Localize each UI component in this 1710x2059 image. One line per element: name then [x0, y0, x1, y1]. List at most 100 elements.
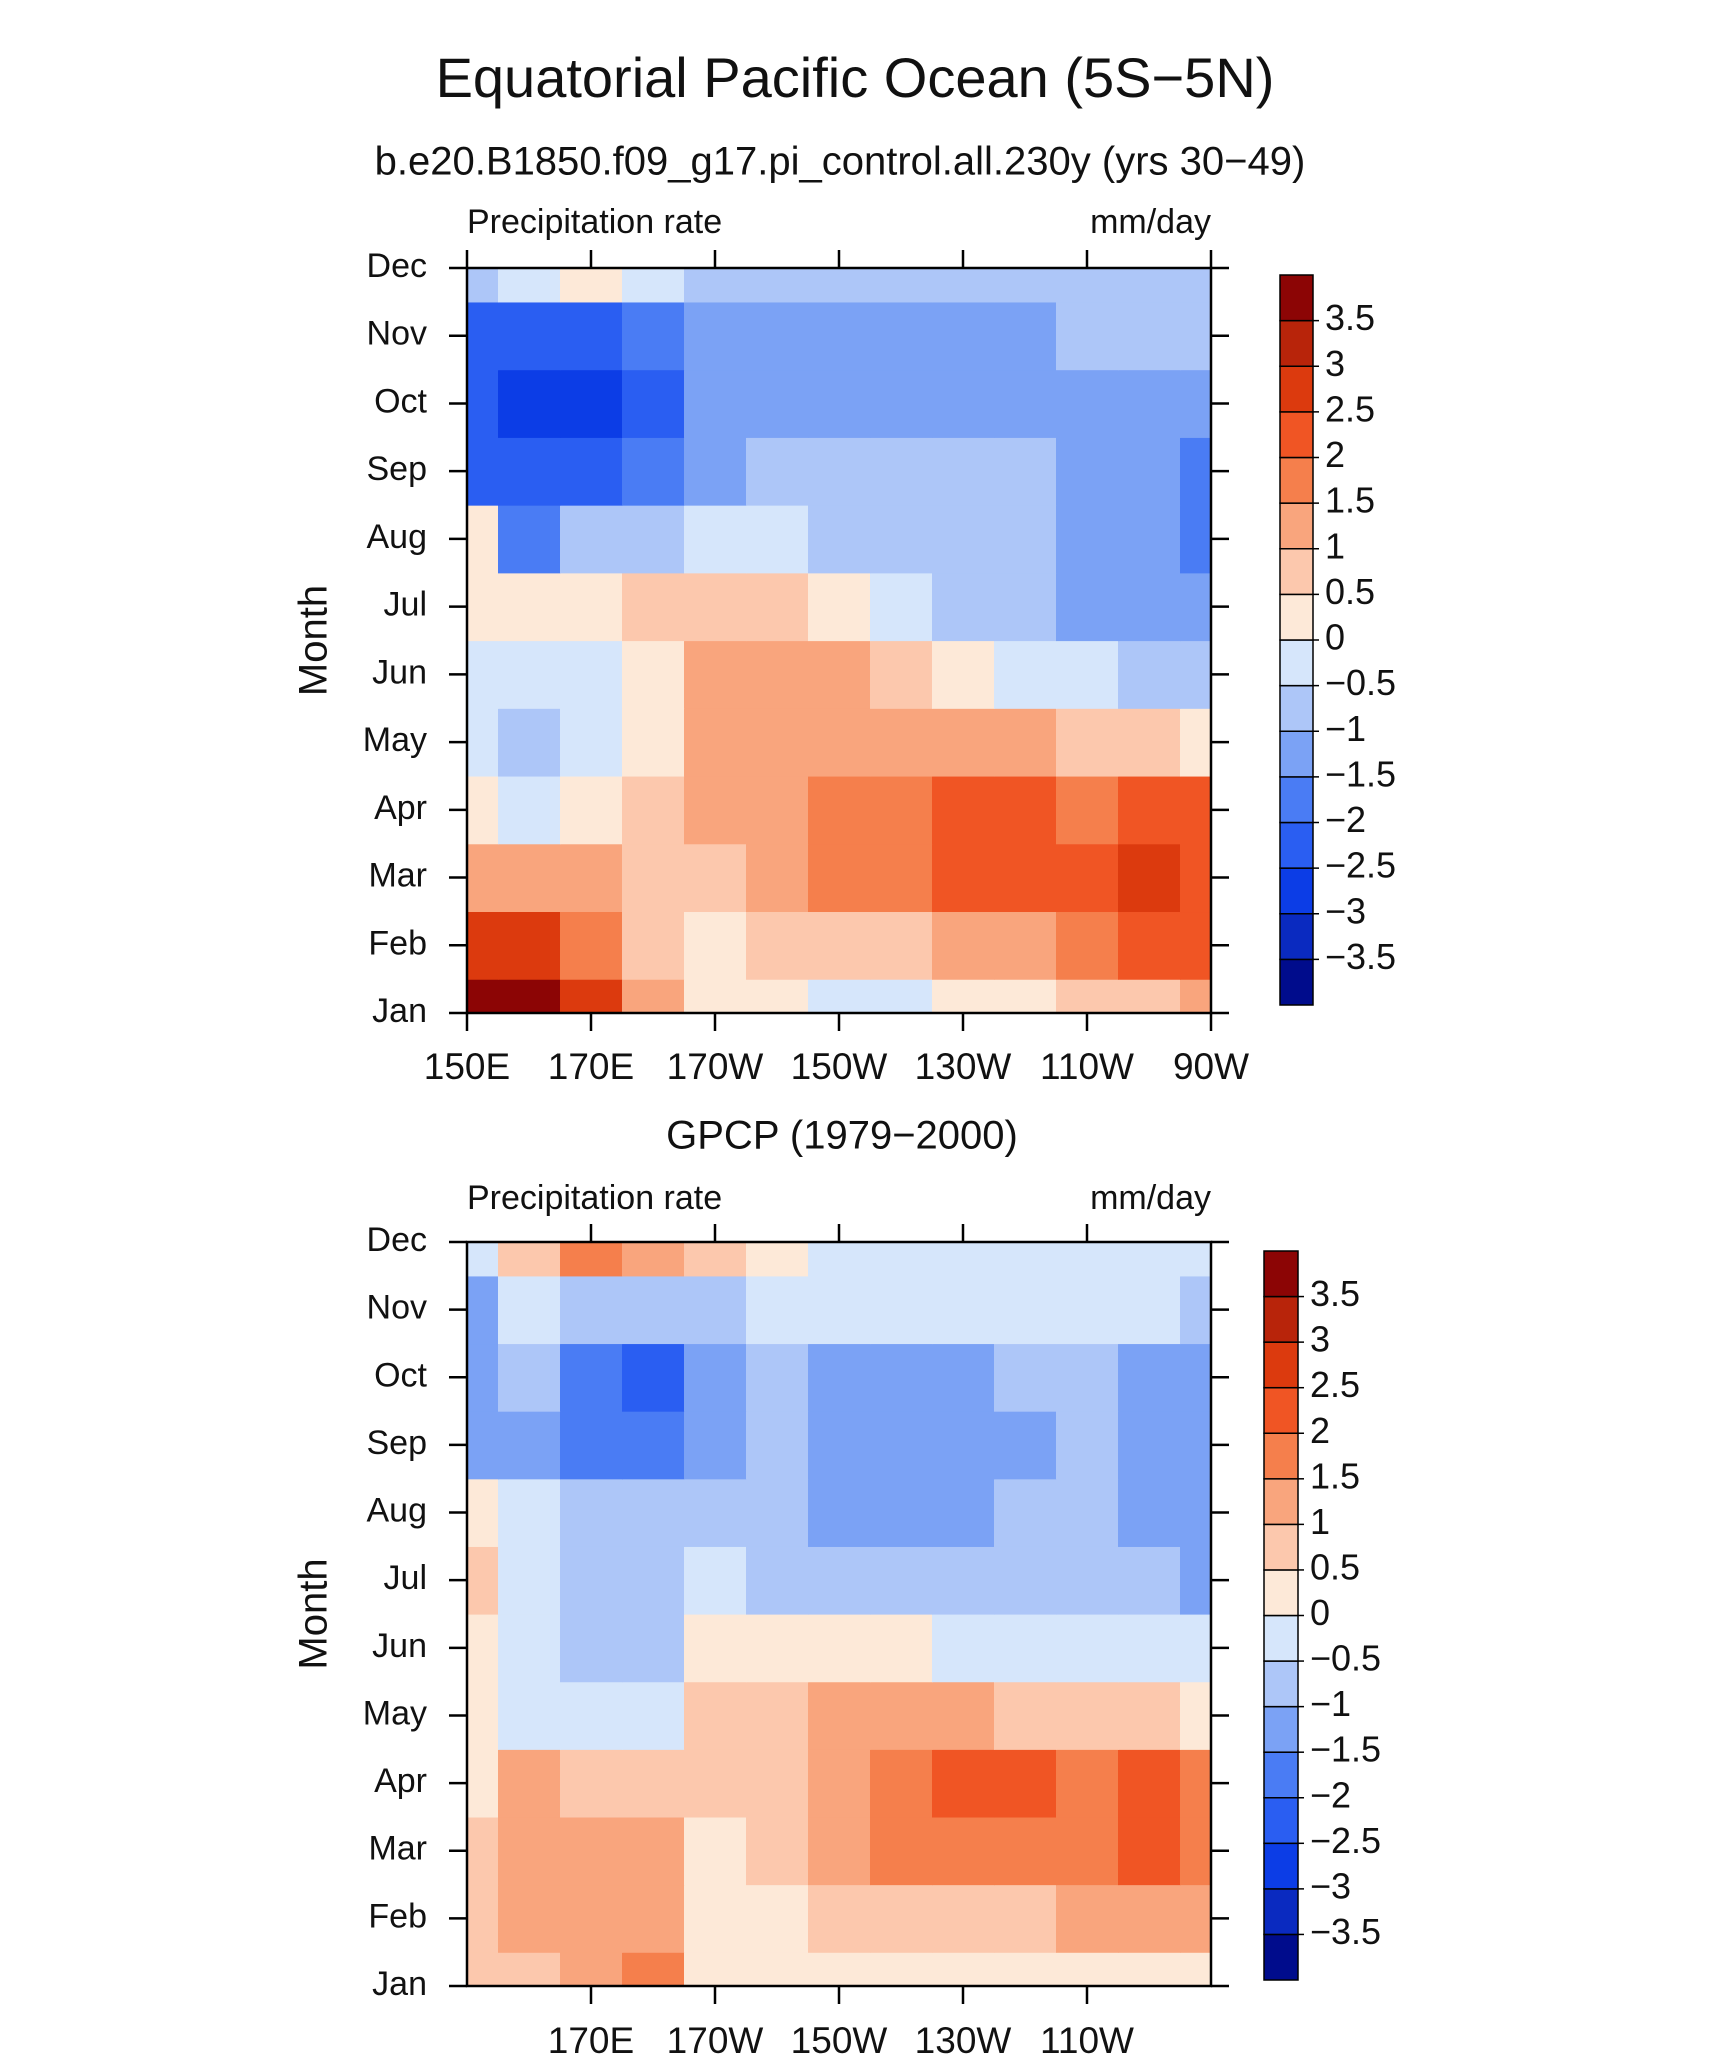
- contour-cell: [932, 1242, 995, 1277]
- colorbar-box: [1279, 456, 1314, 504]
- contour-cell: [622, 369, 685, 438]
- contour-cell: [746, 843, 809, 913]
- colorbar-box: [1263, 1341, 1299, 1389]
- contour-cell: [994, 1275, 1057, 1345]
- contour-cell: [467, 1952, 499, 1987]
- contour-cell: [994, 369, 1057, 438]
- contour-cell: [932, 572, 995, 642]
- contour-cell: [684, 1478, 747, 1547]
- contour-cell: [746, 572, 809, 642]
- contour-cell: [498, 572, 561, 642]
- colorbar-label: −2.5: [1325, 845, 1396, 886]
- contour-cell: [1056, 1681, 1119, 1750]
- contour-cell: [932, 1411, 995, 1480]
- contour-cell: [467, 1343, 499, 1412]
- contour-cell: [498, 1614, 561, 1683]
- colorbar-box: [1263, 1432, 1299, 1480]
- contour-cell: [808, 775, 871, 845]
- contour-cell: [932, 1884, 995, 1953]
- colorbar-box: [1263, 1842, 1299, 1890]
- contour-cell: [498, 640, 561, 709]
- contour-cell: [498, 1343, 561, 1412]
- contour-cell: [1180, 708, 1212, 777]
- contour-cell: [622, 1681, 685, 1750]
- y-tick-label: Dec: [367, 247, 427, 285]
- colorbar-box: [1279, 730, 1314, 778]
- colorbar-box: [1263, 1933, 1299, 1981]
- colorbar-label: −2: [1325, 799, 1366, 840]
- contour-cell: [622, 437, 685, 506]
- contour-cell: [1118, 1614, 1181, 1683]
- contour-cell: [1118, 979, 1181, 1014]
- y-tick-label: Aug: [367, 518, 428, 556]
- contour-cell: [1056, 640, 1119, 709]
- contour-cell: [498, 979, 561, 1014]
- y-tick-label: Apr: [374, 1762, 427, 1800]
- contour-cell: [467, 708, 499, 777]
- colorbar-box: [1263, 1751, 1299, 1799]
- contour-cell: [870, 640, 933, 709]
- contour-cell: [560, 1884, 623, 1953]
- x-tick-label: 110W: [1040, 2020, 1134, 2059]
- contour-cell: [1056, 1749, 1119, 1818]
- right-label: mm/day: [1090, 1179, 1211, 1217]
- contour-cell: [870, 301, 933, 371]
- y-tick-label: Sep: [367, 450, 428, 488]
- colorbar-box: [1263, 1614, 1299, 1662]
- contour-cell: [498, 1546, 561, 1615]
- contour-cell: [1180, 1478, 1212, 1547]
- contour-cell: [1180, 572, 1212, 642]
- y-tick-label: Jun: [372, 1627, 427, 1665]
- contour-cell: [1056, 572, 1119, 642]
- colorbar-box: [1279, 411, 1314, 459]
- contour-cell: [808, 268, 871, 303]
- contour-cell: [994, 1749, 1057, 1818]
- contour-cell: [1180, 911, 1212, 980]
- contour-cell: [994, 843, 1057, 913]
- contour-cell: [808, 572, 871, 642]
- contour-cell: [560, 437, 623, 506]
- contour-cell: [1056, 1275, 1119, 1345]
- right-label: mm/day: [1090, 203, 1211, 241]
- contour-cell: [560, 1749, 623, 1818]
- contour-cell: [1056, 1614, 1119, 1683]
- contour-cell: [994, 1411, 1057, 1480]
- contour-cell: [746, 1816, 809, 1886]
- y-tick-label: May: [363, 1694, 427, 1732]
- contour-cell: [1056, 775, 1119, 845]
- colorbar-label: 3: [1310, 1319, 1330, 1360]
- contour-cell: [932, 979, 995, 1014]
- contour-cell: [746, 268, 809, 303]
- contour-cell: [870, 437, 933, 506]
- contour-cell: [1118, 1816, 1181, 1886]
- contour-cell: [1180, 1614, 1212, 1683]
- contour-cell: [870, 1952, 933, 1987]
- contour-cell: [994, 268, 1057, 303]
- colorbar-box: [1263, 1569, 1299, 1617]
- colorbar-box: [1279, 319, 1314, 367]
- contour-cell: [1118, 572, 1181, 642]
- contour-cell: [622, 640, 685, 709]
- contour-cell: [1118, 437, 1181, 506]
- colorbar-box: [1279, 502, 1314, 550]
- contour-cell: [746, 437, 809, 506]
- contour-cell: [622, 1952, 685, 1987]
- contour-cell: [684, 1275, 747, 1345]
- contour-cell: [870, 369, 933, 438]
- colorbar-box: [1263, 1386, 1299, 1434]
- contour-cell: [498, 437, 561, 506]
- contour-cell: [1118, 1884, 1181, 1953]
- contour-cell: [1118, 1478, 1181, 1547]
- x-tick-label: 150E: [424, 1046, 510, 1087]
- contour-cell: [1056, 979, 1119, 1014]
- contour-cell: [560, 708, 623, 777]
- contour-cell: [870, 1816, 933, 1886]
- contour-cell: [684, 843, 747, 913]
- contour-cell: [467, 1478, 499, 1547]
- contour-cell: [467, 911, 499, 980]
- y-tick-label: Mar: [368, 857, 427, 895]
- contour-cell: [1180, 1242, 1212, 1277]
- contour-cell: [1180, 843, 1212, 913]
- contour-cell: [622, 1816, 685, 1886]
- contour-cell: [684, 301, 747, 371]
